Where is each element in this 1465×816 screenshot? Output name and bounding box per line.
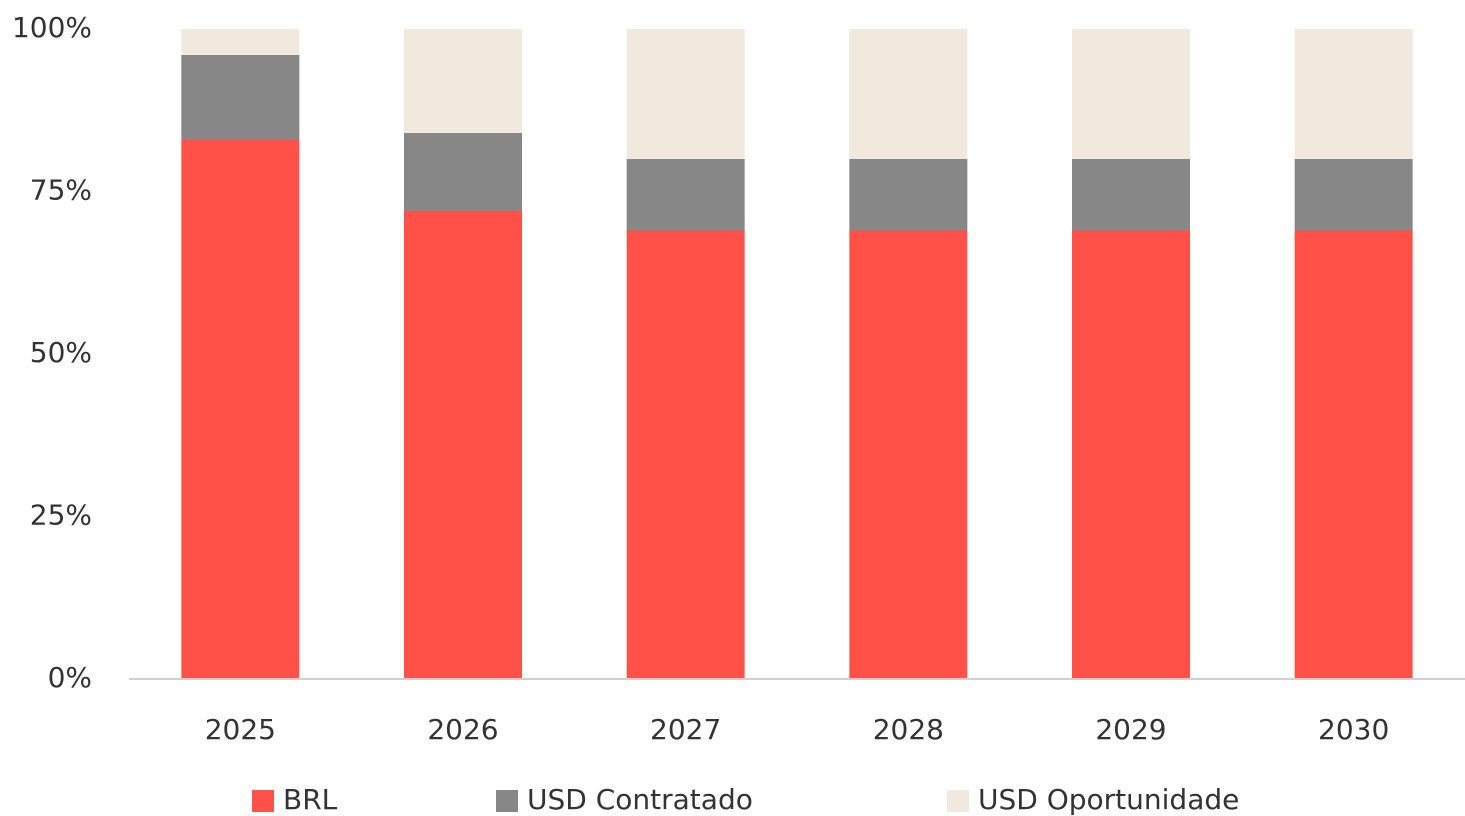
x-tick-label: 2025: [205, 713, 276, 746]
bar-segment: [181, 29, 300, 55]
bar-segment: [1072, 29, 1190, 159]
x-tick-label: 2026: [427, 713, 498, 746]
bar-segment: [181, 139, 300, 679]
bar-segment: [181, 55, 300, 140]
bar-segment: [849, 29, 968, 159]
x-tick-label: 2030: [1318, 713, 1389, 746]
bar-segment: [626, 230, 745, 679]
bar-segment: [404, 133, 522, 211]
bar-segment: [1072, 159, 1190, 231]
bar-segment: [1072, 230, 1190, 679]
bar-segment: [404, 211, 522, 679]
bar-segment: [626, 29, 745, 159]
y-tick-label: 0%: [48, 661, 92, 694]
x-tick-label: 2029: [1095, 713, 1166, 746]
legend-swatch: [252, 790, 274, 812]
x-tick-label: 2027: [650, 713, 721, 746]
bar-segment: [626, 159, 745, 231]
y-tick-label: 50%: [30, 336, 92, 369]
y-tick-label: 100%: [12, 11, 92, 44]
legend-swatch: [947, 790, 969, 812]
legend-label: USD Contratado: [527, 783, 753, 816]
bar-segment: [1294, 29, 1413, 159]
bar-segment: [849, 159, 968, 231]
bar-segment: [1294, 159, 1413, 231]
legend-label: BRL: [283, 783, 338, 816]
y-tick-label: 25%: [30, 499, 92, 532]
y-tick-label: 75%: [30, 174, 92, 207]
bar-segment: [849, 230, 968, 679]
legend-swatch: [496, 790, 518, 812]
legend-label: USD Oportunidade: [978, 783, 1239, 816]
bar-segment: [1294, 230, 1413, 679]
x-tick-label: 2028: [873, 713, 944, 746]
bar-segment: [404, 29, 522, 133]
